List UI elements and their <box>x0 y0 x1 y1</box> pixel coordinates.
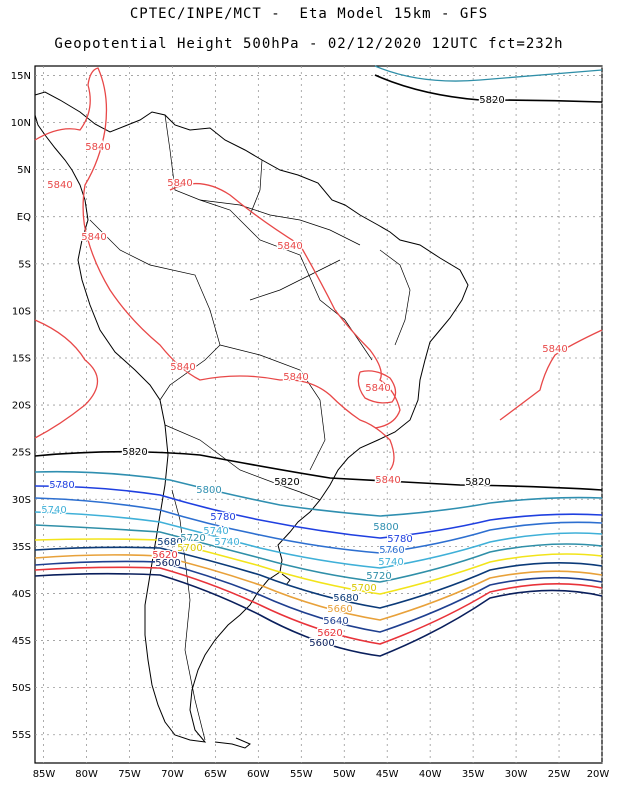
lat-tick-label: 15N <box>11 71 31 82</box>
lon-tick-label: 75W <box>118 769 141 780</box>
lat-tick-label: 10N <box>11 118 31 129</box>
contour-label-5680: 5680 <box>157 537 182 548</box>
contour-label-5820: 5820 <box>122 447 147 458</box>
lon-tick-label: 25W <box>548 769 571 780</box>
contour-label-5820: 5820 <box>465 477 490 488</box>
contour-5660 <box>34 554 603 621</box>
contour-5700 <box>34 538 603 595</box>
contour-label-5660: 5660 <box>327 604 352 615</box>
contour-5840-teal <box>374 65 603 82</box>
contour-label-5700: 5700 <box>351 583 376 594</box>
contour-5840-andes <box>34 67 395 471</box>
lon-tick-label: 20W <box>587 769 610 780</box>
contour-5840-atlantic <box>499 329 603 421</box>
contour-label-5640: 5640 <box>323 616 348 627</box>
contour-5620 <box>34 566 603 645</box>
map-frame <box>34 65 603 764</box>
contour-5840-amazon <box>169 182 401 429</box>
contour-label-5840: 5840 <box>81 232 106 243</box>
contour-5760 <box>34 497 603 554</box>
lon-tick-label: 40W <box>419 769 442 780</box>
contour-label-5840: 5840 <box>542 344 567 355</box>
contour-lines <box>34 65 603 657</box>
lon-tick-label: 45W <box>376 769 399 780</box>
contour-5600 <box>34 572 603 657</box>
contour-label-5600: 5600 <box>155 558 180 569</box>
contour-label-5620: 5620 <box>152 550 177 561</box>
lon-tick-label: 60W <box>247 769 270 780</box>
lat-tick-label: 45S <box>12 636 31 647</box>
lon-tick-label: 70W <box>161 769 184 780</box>
contour-label-5780: 5780 <box>387 534 412 545</box>
contour-5840-center <box>357 370 397 404</box>
lat-tick-label: 5N <box>17 165 31 176</box>
contour-label-5720: 5720 <box>366 571 391 582</box>
contour-label-5740: 5740 <box>214 537 239 548</box>
contour-5820-north <box>374 74 603 103</box>
contour-label-5820: 5820 <box>274 477 299 488</box>
lon-tick-label: 50W <box>333 769 356 780</box>
lat-tick-label: 50S <box>12 683 31 694</box>
lat-tick-label: 40S <box>12 589 31 600</box>
lat-tick-label: 10S <box>12 306 31 317</box>
contour-label-5680: 5680 <box>333 593 358 604</box>
lon-tick-label: 35W <box>462 769 485 780</box>
lat-tick-label: 20S <box>12 401 31 412</box>
contour-label-5840: 5840 <box>85 142 110 153</box>
axis-ticks: 15N 10N 5N EQ 5S 10S 15S 20S 25S 30S 35S 40S 45S 50S 5… <box>11 71 610 780</box>
contour-labels: 5820 5820 5820 5820 5840 5840 5840 5840 5840 5840… <box>40 94 569 651</box>
contour-label-5820: 5820 <box>479 95 504 106</box>
lat-tick-label: 30S <box>12 495 31 506</box>
lat-tick-label: EQ <box>17 212 31 223</box>
lon-tick-label: 55W <box>290 769 313 780</box>
contour-5820-south <box>34 450 603 491</box>
lat-tick-label: 15S <box>12 353 31 364</box>
lat-tick-label: 25S <box>12 448 31 459</box>
contour-label-5720: 5720 <box>180 533 205 544</box>
lat-tick-label: 5S <box>18 259 31 270</box>
contour-label-5600: 5600 <box>309 638 334 649</box>
contour-label-5840: 5840 <box>375 475 400 486</box>
lat-tick-label: 55S <box>12 730 31 741</box>
contour-label-5620: 5620 <box>317 628 342 639</box>
contour-5780 <box>34 485 603 539</box>
lon-tick-label: 30W <box>505 769 528 780</box>
lat-lon-grid <box>35 66 603 763</box>
contour-label-5740: 5740 <box>378 557 403 568</box>
contour-5800 <box>34 470 603 517</box>
contour-label-5740: 5740 <box>41 505 66 516</box>
contour-label-5840: 5840 <box>365 383 390 394</box>
contour-label-5840: 5840 <box>167 178 192 189</box>
contour-label-5840: 5840 <box>170 362 195 373</box>
contour-label-5780: 5780 <box>49 480 74 491</box>
lon-tick-label: 80W <box>75 769 98 780</box>
contour-5720 <box>34 524 603 583</box>
contour-5640 <box>34 560 603 633</box>
contour-label-5760: 5760 <box>379 545 404 556</box>
lon-tick-label: 65W <box>204 769 227 780</box>
lon-tick-label: 85W <box>33 769 56 780</box>
title-line-1: CPTEC/INPE/MCT - Eta Model 15km - GFS <box>129 6 489 22</box>
contour-label-5840: 5840 <box>283 372 308 383</box>
country-borders <box>89 114 411 741</box>
contour-label-5780: 5780 <box>210 512 235 523</box>
contour-label-5840: 5840 <box>277 241 302 252</box>
contour-5840-pacific <box>34 319 99 439</box>
lat-tick-label: 35S <box>12 542 31 553</box>
contour-label-5700: 5700 <box>177 543 202 554</box>
contour-label-5800: 5800 <box>196 485 221 496</box>
contour-label-5840: 5840 <box>47 180 72 191</box>
contour-label-5800: 5800 <box>373 522 398 533</box>
coastline <box>34 91 469 749</box>
title-line-2: Geopotential Height 500hPa - 02/12/2020 … <box>54 36 564 52</box>
contour-5740 <box>34 511 603 569</box>
contour-5680 <box>34 546 603 609</box>
contour-label-5740: 5740 <box>203 526 228 537</box>
